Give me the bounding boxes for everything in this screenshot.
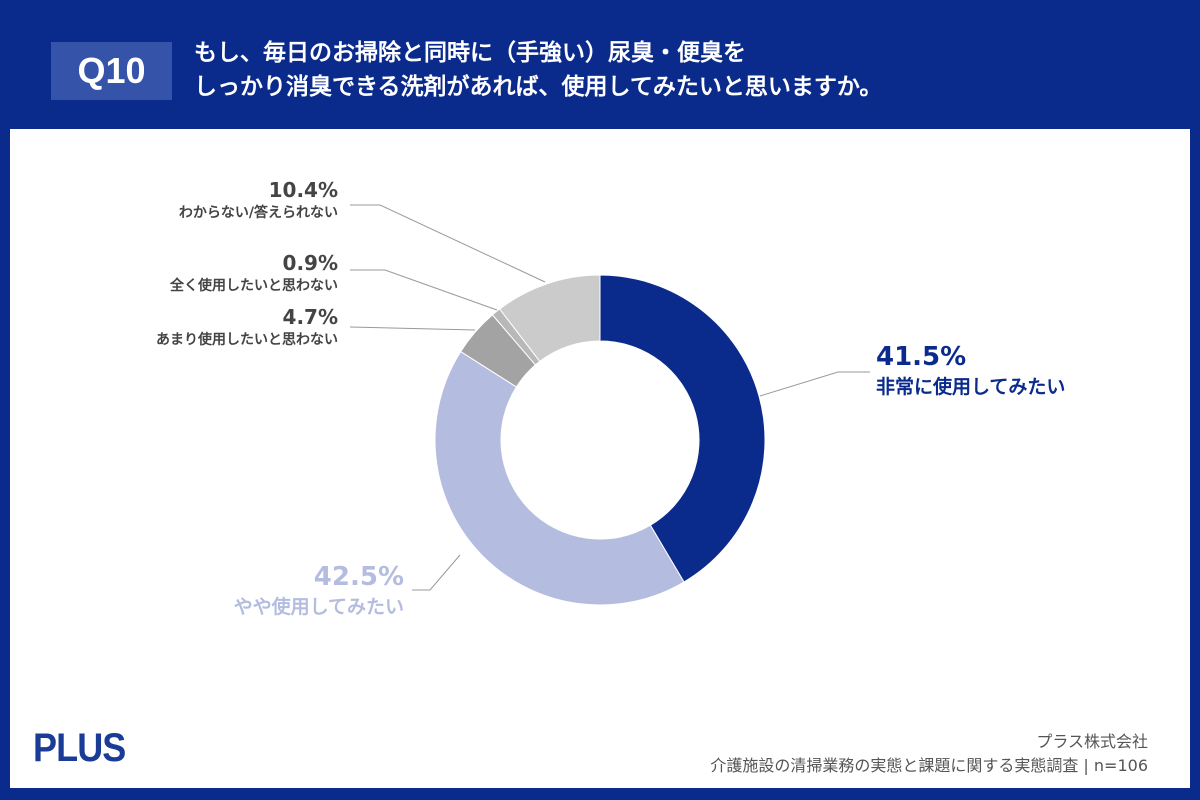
leader-line [349, 326, 476, 331]
question-line-2: しっかり消臭できる洗剤があれば、使用してみたいと思いますか。 [194, 74, 883, 100]
plus-logo: PLUS [33, 726, 126, 770]
label-dont-know: 10.4% わからない/答えられない [179, 178, 338, 222]
leader-line [350, 204, 546, 283]
label-not-much: 4.7% あまり使用したいと思わない [156, 305, 338, 349]
data-label-name: わからない/答えられない [178, 205, 338, 221]
donut-slice [599, 274, 766, 583]
data-label-name: あまり使用したいと思わない [156, 332, 338, 348]
data-label-pct: 41.5% [876, 342, 967, 372]
chart-panel [10, 129, 1190, 788]
label-very-willing: 41.5% 非常に使用してみたい [876, 342, 1065, 399]
data-label-name: 非常に使用してみたい [876, 376, 1066, 398]
question-line-1: もし、毎日のお掃除と同時に（手強い）尿臭・便臭を [194, 40, 746, 66]
data-label-pct: 10.4% [268, 178, 338, 202]
leader-line [350, 269, 498, 311]
leader-line [759, 371, 870, 397]
data-label-name: やや使用してみたい [233, 596, 404, 618]
label-somewhat-willing: 42.5% やや使用してみたい [234, 562, 404, 619]
donut-slice [434, 350, 685, 606]
survey-source: 介護施設の清掃業務の実態と課題に関する実態調査 | n=106 [710, 756, 1148, 775]
data-label-name: 全く使用したいと思わない [170, 278, 338, 294]
data-label-pct: 0.9% [282, 251, 338, 275]
question-number-badge: Q10 [51, 42, 172, 100]
company-name: プラス株式会社 [1036, 732, 1148, 751]
question-title: もし、毎日のお掃除と同時に（手強い）尿臭・便臭を しっかり消臭できる洗剤があれば… [194, 36, 882, 104]
data-label-pct: 4.7% [282, 305, 338, 329]
donut-slice [498, 274, 601, 363]
label-not-at-all: 0.9% 全く使用したいと思わない [170, 251, 338, 295]
data-label-pct: 42.5% [313, 562, 404, 592]
leader-line [412, 554, 461, 591]
